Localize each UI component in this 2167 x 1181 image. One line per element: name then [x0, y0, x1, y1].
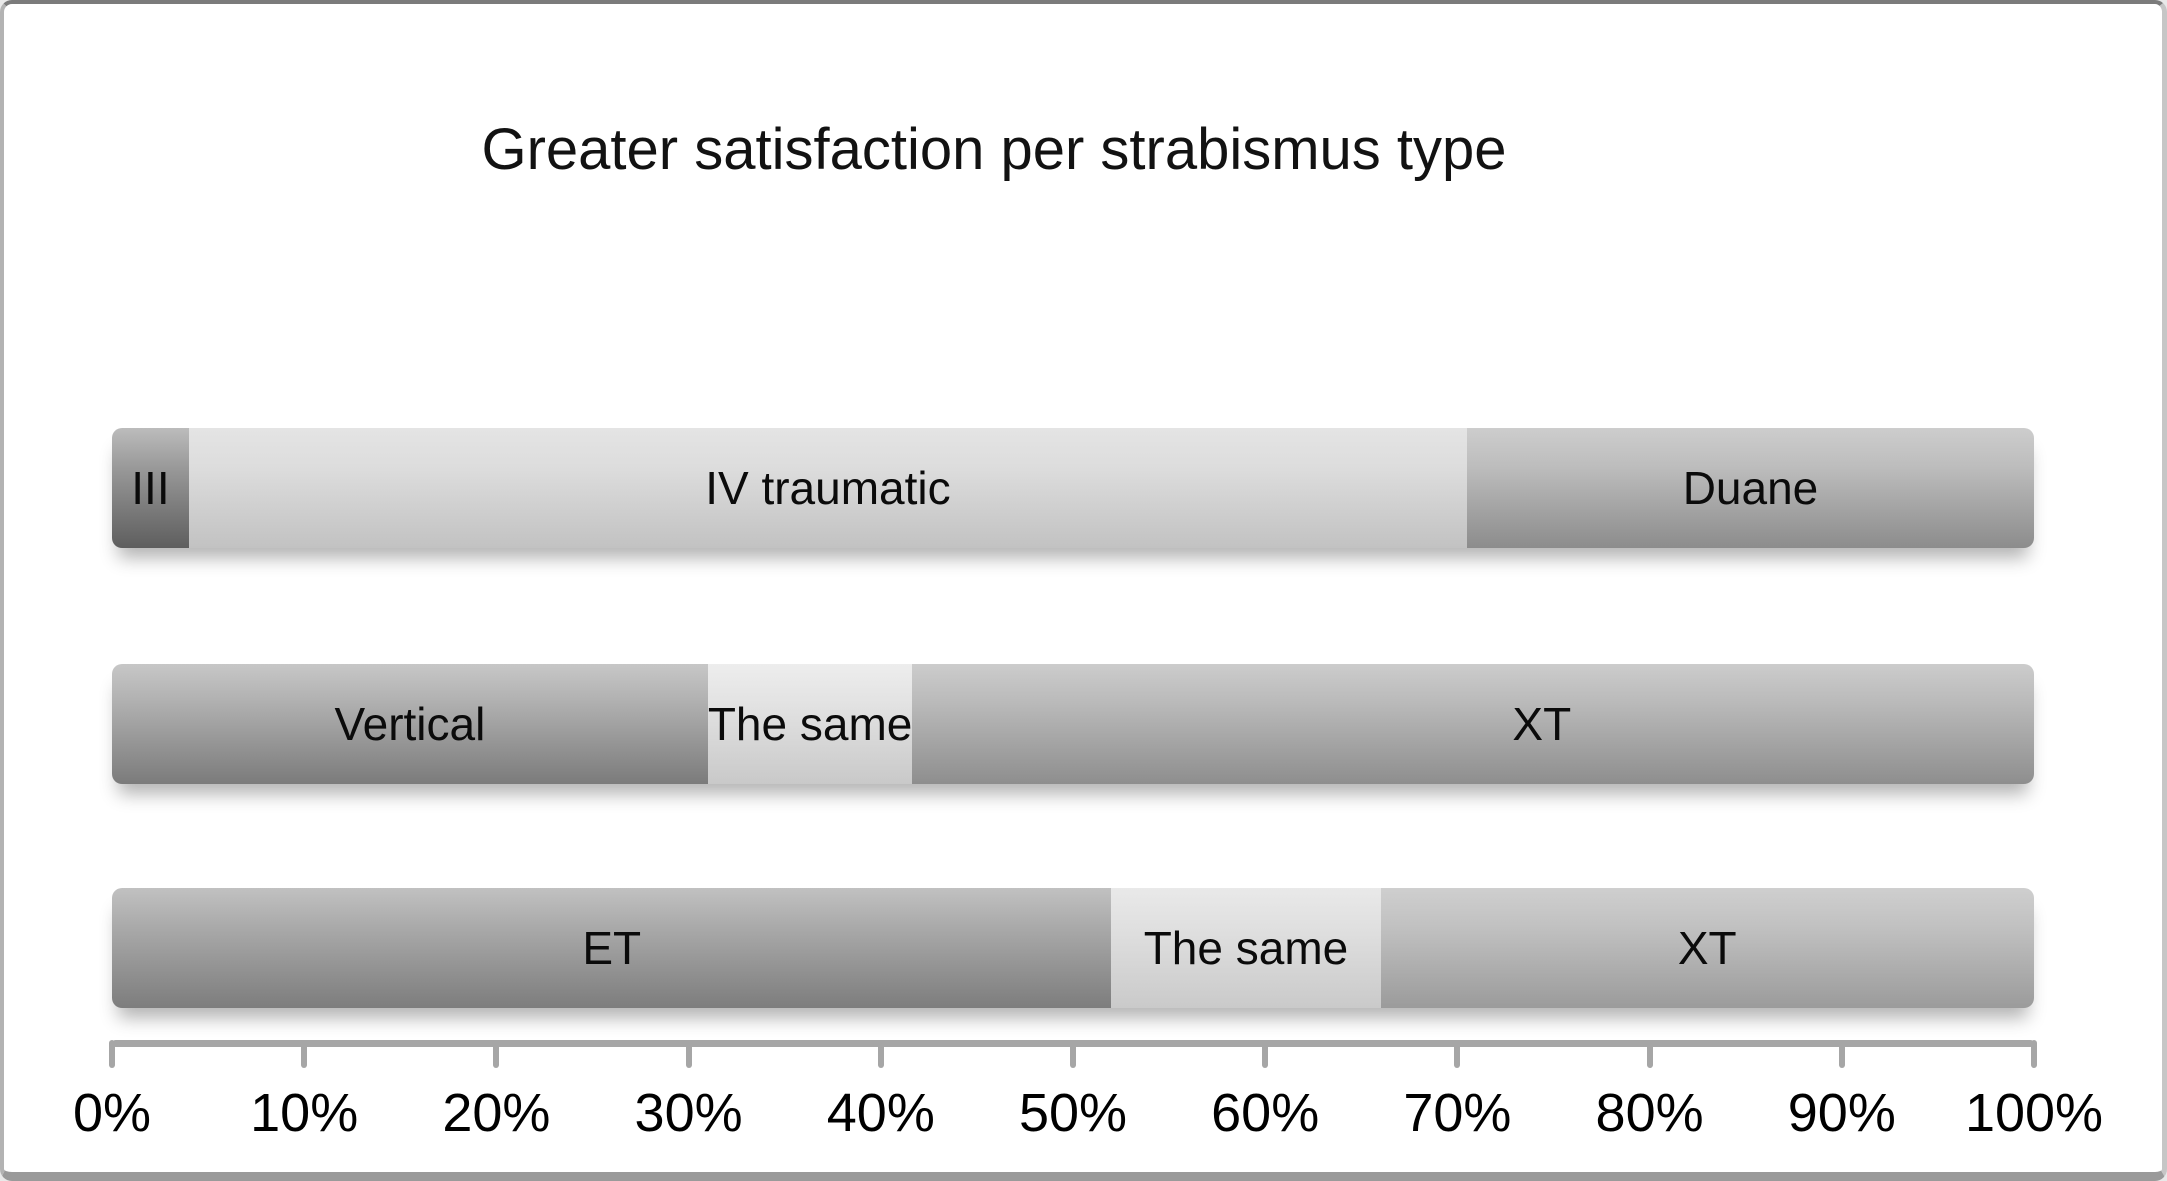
chart-title: Greater satisfaction per strabismus type: [481, 117, 1507, 182]
bar-segment-label: XT: [1512, 698, 1572, 750]
x-axis-tick: [1070, 1040, 1076, 1068]
bar-segment: Vertical: [112, 664, 708, 784]
bar-segment: IV traumatic: [188, 428, 1467, 548]
bar-segment-label: The same: [1143, 922, 1349, 974]
x-axis-tick-label: 70%: [1403, 1083, 1512, 1143]
x-axis-tick: [685, 1040, 692, 1068]
bar-segment-label: IV traumatic: [705, 462, 951, 514]
x-axis-tick: [2031, 1040, 2037, 1068]
x-axis-tick: [493, 1040, 500, 1068]
bar-segment-label: ET: [582, 922, 642, 974]
bar-segment-label: Duane: [1682, 462, 1819, 514]
x-axis-tick-label: 10%: [250, 1083, 359, 1143]
x-axis-tick-label: 20%: [442, 1083, 551, 1143]
bar-segment: Duane: [1467, 428, 2034, 548]
strabismus-row-3: ET The same XT: [112, 888, 2034, 1008]
x-axis-tick-label: 60%: [1211, 1083, 1320, 1143]
bar-segment: XT: [912, 664, 2034, 784]
bar-segment-label: The same: [707, 698, 913, 750]
x-axis-tick-label: 50%: [1018, 1083, 1128, 1143]
x-axis-tick-label: 80%: [1595, 1083, 1704, 1143]
x-axis-tick-label: 40%: [826, 1083, 935, 1143]
bar-segment: The same: [1111, 888, 1381, 1008]
bar-segment-label: III: [131, 462, 170, 514]
x-axis-tick: [877, 1040, 884, 1068]
strabismus-row-1: III IV traumatic Duane: [112, 428, 2034, 548]
bar-segment-label: XT: [1677, 922, 1737, 974]
x-axis-tick-label: 0%: [72, 1083, 152, 1143]
x-axis-tick-label: 100%: [1964, 1083, 2104, 1143]
x-axis-tick: [1262, 1040, 1269, 1068]
bar-segment: XT: [1380, 888, 2034, 1008]
x-axis-tick-label: 90%: [1787, 1083, 1896, 1143]
bar-segment: The same: [707, 664, 913, 784]
bar-segment: ET: [112, 888, 1112, 1008]
x-axis-tick: [301, 1040, 308, 1068]
x-axis-tick: [1454, 1040, 1461, 1068]
bar-segment: III: [112, 428, 189, 548]
plot-area: III IV traumatic Duane Vertical The same XT ET…: [73, 4, 2103, 1172]
x-axis-tick: [109, 1040, 115, 1068]
x-axis-tick: [1838, 1040, 1845, 1068]
strabismus-row-2: Vertical The same XT: [112, 664, 2034, 784]
bar-segment-label: Vertical: [334, 698, 486, 750]
x-axis-tick-label: 30%: [634, 1083, 743, 1143]
x-axis-tick: [1646, 1040, 1653, 1068]
